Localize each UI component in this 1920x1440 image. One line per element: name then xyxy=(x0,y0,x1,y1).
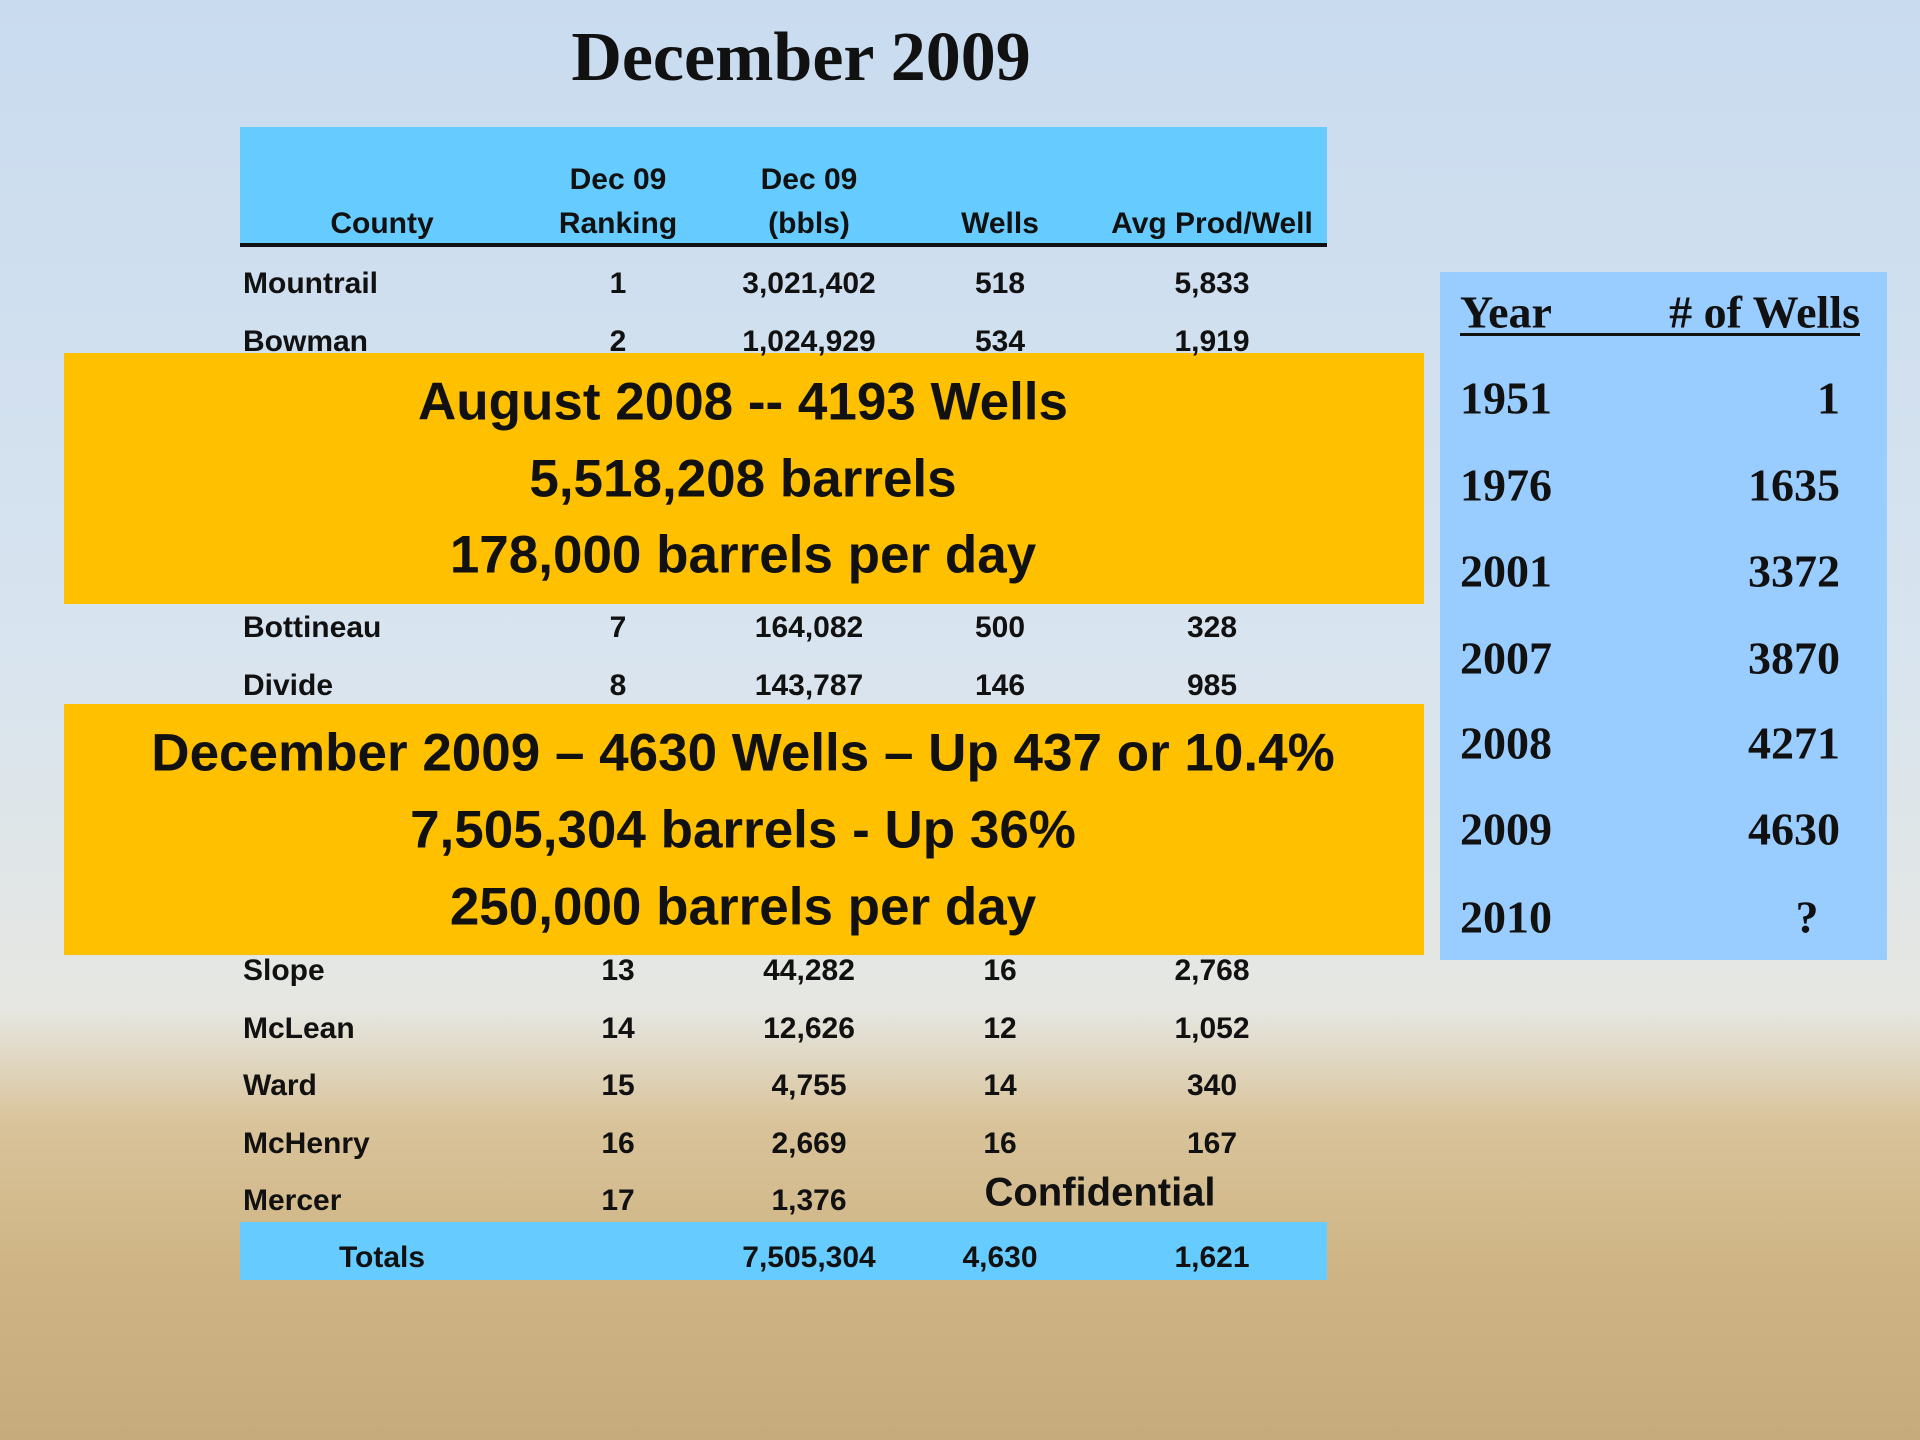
table-cell: 3,021,402 xyxy=(742,267,876,300)
year: 2010 xyxy=(1460,891,1552,943)
year: 2008 xyxy=(1460,717,1552,769)
table-cell: 1,919 xyxy=(1174,325,1250,358)
callout-line: 250,000 barrels per day xyxy=(449,877,1037,937)
table-cell: 14 xyxy=(983,1069,1017,1102)
year-header-rule xyxy=(1460,333,1860,336)
well-count: ? xyxy=(1795,891,1819,943)
totals-cell: 4,630 xyxy=(962,1241,1038,1274)
table-cell: 328 xyxy=(1186,611,1238,644)
table-cell: 985 xyxy=(1186,669,1238,702)
column-header: County xyxy=(330,207,434,240)
table-cell: 1,376 xyxy=(771,1184,847,1217)
table-cell: 2,768 xyxy=(1174,954,1250,987)
year: 1976 xyxy=(1460,459,1552,511)
table-cell: 17 xyxy=(601,1184,635,1217)
table-cell: 4,755 xyxy=(771,1069,847,1102)
table-cell: 14 xyxy=(601,1012,635,1045)
table-cell: 500 xyxy=(974,611,1026,644)
title: December 2009 xyxy=(571,19,1031,96)
table-cell: 5,833 xyxy=(1174,267,1250,300)
callout-bg xyxy=(64,704,1424,955)
column-header: Dec 09 xyxy=(760,163,858,196)
year: 2007 xyxy=(1460,632,1552,684)
confidential-note: Confidential xyxy=(984,1170,1216,1215)
table-cell: 8 xyxy=(609,669,627,702)
callout-line: 5,518,208 barrels xyxy=(529,449,957,509)
column-header: Avg Prod/Well xyxy=(1111,207,1313,240)
wells-header: # of Wells xyxy=(1669,286,1860,338)
county-name: Mountrail xyxy=(243,267,378,300)
totals-bg xyxy=(240,1222,1327,1280)
totals-cell: 7,505,304 xyxy=(742,1241,876,1274)
table-cell: 13 xyxy=(601,954,635,987)
table-cell: 518 xyxy=(974,267,1026,300)
year-panel-bg xyxy=(1440,272,1887,960)
table-cell: 167 xyxy=(1186,1127,1238,1160)
table-cell: 12 xyxy=(983,1012,1017,1045)
county-name: Ward xyxy=(243,1069,317,1102)
table-cell: 143,787 xyxy=(754,669,864,702)
table-header-bg xyxy=(240,127,1327,247)
table-cell: 15 xyxy=(601,1069,635,1102)
county-name: Slope xyxy=(243,954,325,987)
well-count: 1635 xyxy=(1748,459,1840,511)
table-cell: 2 xyxy=(609,325,627,358)
county-name: Bottineau xyxy=(243,611,382,644)
callout-bg xyxy=(64,353,1424,604)
callout-line: August 2008 -- 4193 Wells xyxy=(417,372,1069,432)
totals-cell: 1,621 xyxy=(1174,1241,1250,1274)
well-count: 1 xyxy=(1817,372,1840,424)
year-header: Year xyxy=(1460,286,1552,338)
table-cell: 534 xyxy=(974,325,1026,358)
column-header: (bbls) xyxy=(768,207,850,240)
column-header: Dec 09 xyxy=(569,163,667,196)
year: 1951 xyxy=(1460,372,1552,424)
county-name: Bowman xyxy=(243,325,369,358)
totals-label: Totals xyxy=(338,1241,426,1274)
table-cell: 1,024,929 xyxy=(742,325,876,358)
callout-line: December 2009 – 4630 Wells – Up 437 or 1… xyxy=(151,723,1335,783)
table-cell: 7 xyxy=(609,611,627,644)
callout-line: 178,000 barrels per day xyxy=(449,525,1037,585)
callout-line: 7,505,304 barrels - Up 36% xyxy=(410,800,1076,860)
year: 2001 xyxy=(1460,545,1552,597)
county-name: McLean xyxy=(243,1012,355,1045)
table-cell: 16 xyxy=(983,954,1017,987)
column-header: Ranking xyxy=(558,207,678,240)
table-cell: 1 xyxy=(609,267,627,300)
well-count: 4271 xyxy=(1748,717,1840,769)
table-cell: 12,626 xyxy=(763,1012,855,1045)
table-cell: 164,082 xyxy=(754,611,864,644)
county-name: Mercer xyxy=(243,1184,342,1217)
table-cell: 16 xyxy=(601,1127,635,1160)
table-cell: 1,052 xyxy=(1174,1012,1250,1045)
well-count: 3870 xyxy=(1748,632,1840,684)
table-cell: 44,282 xyxy=(763,954,855,987)
table-cell: 340 xyxy=(1186,1069,1238,1102)
well-count: 4630 xyxy=(1748,803,1840,855)
well-count: 3372 xyxy=(1748,545,1840,597)
county-name: Divide xyxy=(243,669,334,702)
county-name: McHenry xyxy=(243,1127,370,1160)
table-cell: 2,669 xyxy=(771,1127,847,1160)
table-cell: 146 xyxy=(974,669,1026,702)
year: 2009 xyxy=(1460,803,1552,855)
column-header: Wells xyxy=(961,207,1039,240)
table-cell: 16 xyxy=(983,1127,1017,1160)
